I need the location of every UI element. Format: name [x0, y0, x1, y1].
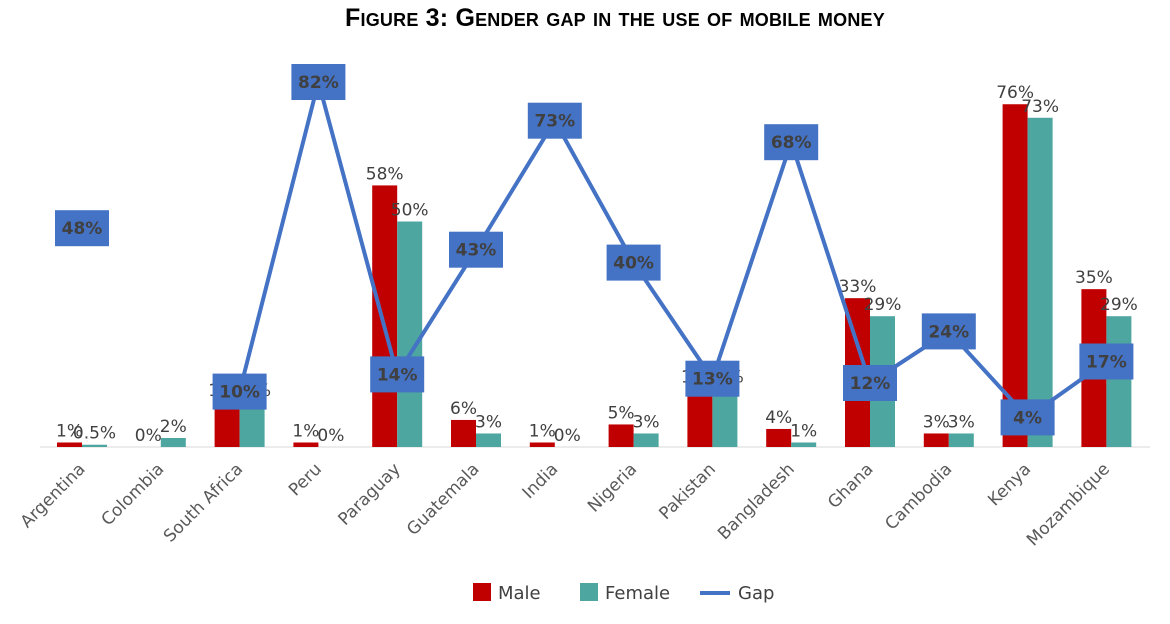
category-label-mozambique: Mozambique [1023, 459, 1114, 550]
data-label-male-ghana: 33% [839, 277, 877, 297]
gap-label-south-africa: 10% [219, 383, 260, 403]
category-label-argentina: Argentina [17, 459, 90, 532]
gap-series-line [237, 80, 1108, 420]
gap-label-box-bangladesh [764, 124, 819, 161]
data-label-male-kenya: 76% [996, 83, 1034, 103]
data-label-female-nigeria: 3% [633, 412, 660, 432]
bar-female-nigeria [633, 433, 659, 447]
gap-label-paraguay: 14% [377, 365, 418, 385]
bar-female-argentina [82, 444, 107, 447]
gap-label-box-peru [291, 64, 346, 100]
bar-female-bangladesh [791, 442, 817, 447]
gap-label-peru: 82% [298, 73, 339, 93]
legend-label-female: Female [605, 583, 670, 604]
bar-female-kenya [1027, 117, 1053, 448]
data-label-female-guatemala: 3% [475, 412, 502, 432]
category-label-south-africa: South Africa [160, 459, 247, 546]
gap-label-box-ghana [843, 365, 897, 401]
bar-female-colombia [160, 437, 186, 447]
legend-swatch-male [473, 583, 491, 601]
bar-male-nigeria [608, 424, 634, 447]
gap-label-box-india [527, 102, 582, 139]
bar-male-paraguay [372, 185, 398, 448]
data-label-male-india: 1% [529, 421, 556, 441]
gap-label-mozambique: 17% [1086, 353, 1127, 373]
legend-swatch-female [580, 583, 598, 601]
legend-label-gap: Gap [738, 583, 774, 604]
gap-label-nigeria: 40% [613, 254, 654, 274]
bar-female-guatemala [476, 433, 501, 447]
data-label-male-nigeria: 5% [608, 403, 635, 423]
category-label-kenya: Kenya [984, 459, 1035, 510]
bar-male-bangladesh [766, 428, 792, 447]
data-label-male-cambodia: 3% [923, 412, 950, 432]
data-label-male-argentina: 1% [56, 421, 83, 441]
data-label-female-india: 0% [554, 426, 581, 446]
category-label-colombia: Colombia [98, 459, 169, 530]
data-label-female-peru: 0% [317, 426, 344, 446]
bar-male-peru [293, 442, 319, 447]
gap-label-argentina: 48% [62, 219, 103, 239]
data-label-female-mozambique: 29% [1100, 295, 1138, 315]
bar-female-paraguay [397, 221, 423, 447]
data-label-female-cambodia: 3% [948, 412, 975, 432]
data-label-female-colombia: 2% [160, 417, 187, 437]
category-label-peru: Peru [285, 459, 326, 500]
category-label-pakistan: Pakistan [655, 459, 719, 523]
category-label-nigeria: Nigeria [584, 459, 641, 516]
data-label-female-paraguay: 50% [391, 201, 429, 221]
bar-male-argentina [57, 442, 82, 447]
gap-label-box-pakistan [685, 360, 740, 397]
gap-label-pakistan: 13% [692, 370, 733, 390]
category-label-guatemala: Guatemala [403, 459, 483, 539]
bar-male-guatemala [451, 419, 476, 447]
gap-label-kenya: 4% [1013, 408, 1042, 428]
bar-female-pakistan [712, 388, 738, 447]
legend-label-male: Male [498, 583, 541, 604]
data-label-male-guatemala: 6% [450, 399, 477, 419]
bar-male-cambodia [923, 433, 949, 447]
gap-label-box-mozambique [1079, 343, 1134, 380]
data-label-female-kenya: 73% [1021, 97, 1059, 117]
chart-title: Figure 3: Gender gap in the use of mobil… [345, 4, 885, 32]
gap-label-bangladesh: 68% [771, 133, 812, 153]
bar-female-cambodia [948, 433, 974, 447]
data-label-male-peru: 1% [292, 421, 319, 441]
bar-male-india [529, 442, 555, 447]
category-label-ghana: Ghana [824, 459, 877, 512]
data-label-male-colombia: 0% [135, 426, 162, 446]
data-label-male-bangladesh: 4% [765, 408, 792, 428]
data-label-female-bangladesh: 1% [790, 421, 817, 441]
gap-label-ghana: 12% [850, 374, 891, 394]
category-label-cambodia: Cambodia [881, 459, 956, 534]
gap-label-box-paraguay [370, 356, 425, 393]
data-label-male-paraguay: 58% [366, 164, 404, 184]
data-label-female-argentina: 0.5% [73, 424, 116, 444]
category-label-india: India [519, 459, 563, 503]
data-label-female-ghana: 29% [864, 295, 902, 315]
gap-label-box-kenya [1000, 399, 1055, 436]
gap-label-box-guatemala [449, 231, 503, 268]
category-label-bangladesh: Bangladesh [714, 459, 799, 544]
bar-female-mozambique [1106, 316, 1132, 447]
gap-label-india: 73% [534, 112, 575, 132]
legend: Male Female Gap [473, 583, 774, 604]
gap-label-box-argentina [55, 210, 109, 247]
gap-label-guatemala: 43% [456, 241, 497, 261]
bar-male-pakistan [687, 388, 713, 447]
bar-male-kenya [1002, 104, 1028, 448]
category-label-paraguay: Paraguay [334, 459, 404, 529]
gap-label-cambodia: 24% [928, 322, 969, 342]
data-label-male-mozambique: 35% [1075, 268, 1113, 288]
gap-label-box-cambodia [921, 313, 976, 350]
gap-label-box-nigeria [606, 244, 661, 281]
gap-label-box-south-africa [212, 373, 267, 410]
